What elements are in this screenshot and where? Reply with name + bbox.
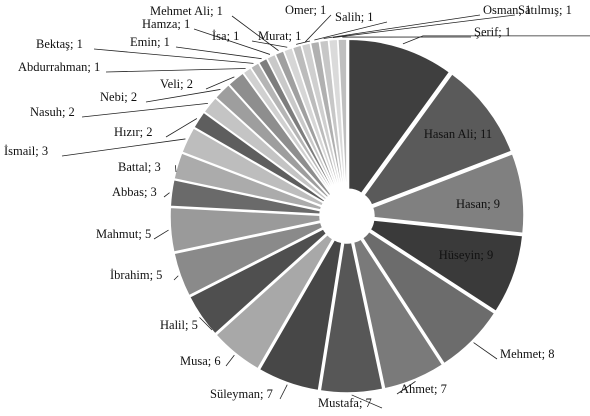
leader-line: [314, 21, 388, 41]
data-label: Hasan Ali; 11: [424, 127, 492, 141]
leader-line: [296, 40, 311, 45]
slice: [371, 152, 525, 235]
slice: [169, 206, 322, 254]
data-label: Mustafa; 7: [318, 396, 372, 410]
leader-line: [173, 275, 179, 281]
slice: [361, 230, 496, 365]
leader-line: [175, 46, 262, 60]
slice: [169, 178, 322, 215]
data-label: Emin; 1: [130, 35, 170, 49]
data-label: Hızır; 2: [114, 125, 153, 139]
leader-line: [225, 354, 235, 367]
slice: [362, 72, 513, 207]
data-label: Satılmış; 1: [518, 3, 572, 17]
data-label: Salih; 1: [335, 10, 374, 24]
leader-line: [402, 35, 590, 45]
leader-line: [81, 102, 208, 118]
leader-line: [61, 138, 186, 157]
leader-line: [105, 68, 246, 73]
data-label: Hasan; 9: [456, 197, 500, 211]
data-label: İbrahim; 5: [110, 268, 162, 282]
slice: [369, 219, 524, 313]
leader-line: [93, 48, 254, 64]
data-label: İsmail; 3: [4, 144, 48, 158]
data-label: Mehmet; 8: [500, 347, 555, 361]
data-label: Nebi; 2: [100, 90, 137, 104]
leader-line: [332, 14, 516, 38]
leader-line: [199, 317, 213, 331]
leader-line: [231, 15, 279, 51]
data-label: Osman; 1: [483, 3, 531, 17]
leader-line: [145, 89, 221, 103]
data-label: Şerif; 1: [474, 25, 511, 39]
data-label: Ahmet; 7: [400, 382, 447, 396]
leader-line: [165, 118, 198, 138]
slice: [319, 241, 384, 394]
slice: [337, 38, 348, 190]
slice: [173, 221, 324, 297]
slice: [214, 233, 334, 370]
data-label: Süleyman; 7: [210, 387, 273, 401]
data-label: Abdurrahman; 1: [18, 60, 100, 74]
data-label: Mehmet Ali; 1: [150, 4, 223, 18]
data-label: Murat; 1: [258, 29, 301, 43]
data-label: Musa; 6: [180, 354, 221, 368]
data-label: Battal; 3: [118, 160, 161, 174]
slice: [188, 227, 328, 335]
slice: [352, 238, 444, 390]
leader-line: [205, 76, 235, 90]
data-label: Hüseyin; 9: [439, 248, 494, 262]
leader-line: [193, 28, 271, 55]
data-label: Veli; 2: [160, 77, 193, 91]
slice: [347, 38, 451, 195]
leader-line: [251, 40, 288, 48]
leader-line: [323, 14, 481, 39]
data-label: Bektaş; 1: [36, 37, 83, 51]
leader-line: [174, 165, 177, 173]
data-label: Abbas; 3: [112, 185, 157, 199]
data-label: Omer; 1: [285, 3, 326, 17]
data-label: Nasuh; 2: [30, 105, 75, 119]
leader-line: [279, 384, 288, 400]
leader-line: [351, 394, 383, 409]
data-label: Halil; 5: [160, 318, 198, 332]
leader-line: [153, 229, 169, 240]
leader-line: [396, 381, 416, 395]
slice: [258, 238, 343, 392]
leader-line: [304, 14, 332, 43]
leader-line: [473, 342, 498, 360]
leader-line: [163, 192, 170, 198]
data-label: Mahmut; 5: [96, 227, 151, 241]
data-label: Hamza; 1: [142, 17, 190, 31]
data-label: İsa; 1: [212, 29, 239, 43]
